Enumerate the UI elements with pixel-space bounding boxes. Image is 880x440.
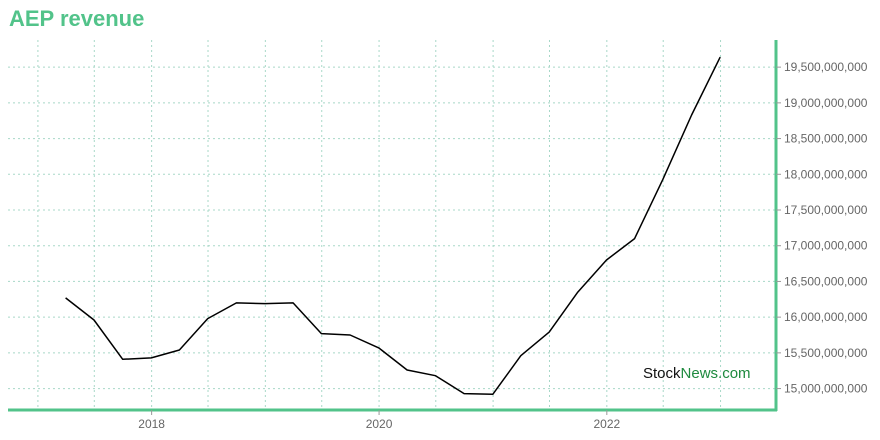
x-tick-label: 2020 [366,417,393,431]
grid-lines [8,40,776,410]
series-line [65,56,721,396]
y-tick-label: 15,500,000,000 [784,346,868,360]
y-tick-label: 16,500,000,000 [784,274,868,288]
y-tick-label: 18,500,000,000 [784,132,868,146]
watermark-logo: StockNews.com [643,365,751,382]
chart-title: AEP revenue [9,6,145,31]
axes [8,40,778,412]
y-tick-label: 17,500,000,000 [784,203,868,217]
y-tick-label: 19,000,000,000 [784,96,868,110]
watermark-text-stock: Stock [643,365,681,382]
y-tick-label: 16,000,000,000 [784,310,868,324]
y-tick-label: 17,000,000,000 [784,239,868,253]
watermark-text-news: News.com [680,365,751,382]
series-group [65,56,721,396]
x-tick-label: 2022 [593,417,620,431]
y-tick-label: 19,500,000,000 [784,60,868,74]
y-tick-label: 15,000,000,000 [784,382,868,396]
x-tick-label: 2018 [138,417,165,431]
y-tick-label: 18,000,000,000 [784,167,868,181]
y-axis-ticks: 15,000,000,000 15,500,000,000 16,000,000,0… [776,60,868,396]
x-axis-ticks: 2018 2020 2022 [138,410,620,431]
